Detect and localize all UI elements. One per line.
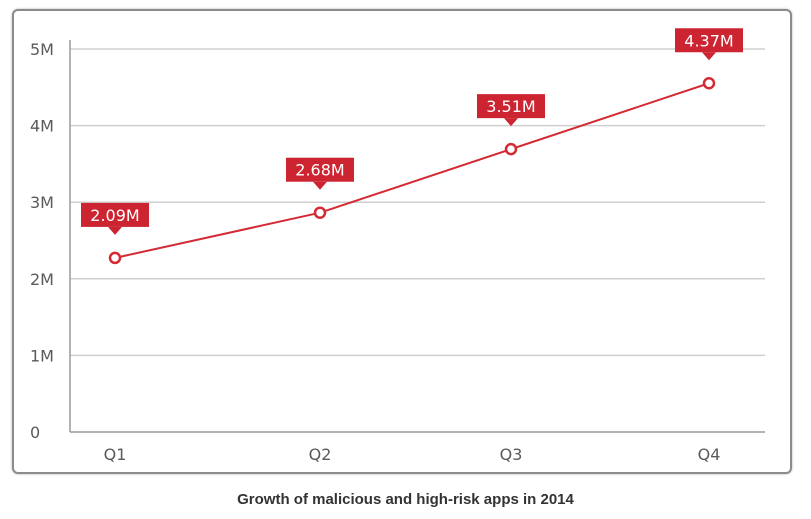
x-tick-label: Q4 <box>698 445 721 464</box>
data-label-box <box>675 28 743 53</box>
x-tick-label: Q2 <box>309 445 332 464</box>
data-label: 2.09M <box>90 206 139 225</box>
data-label-box <box>81 202 149 227</box>
y-tick-label: 5M <box>30 40 54 59</box>
data-label-box <box>477 94 545 119</box>
data-label-pointer <box>313 181 327 190</box>
data-label-box <box>286 157 354 182</box>
chart-caption: Growth of malicious and high-risk apps i… <box>237 491 574 508</box>
y-tick-label: 4M <box>30 117 54 136</box>
data-point <box>313 206 327 219</box>
data-label-pointer <box>108 226 122 235</box>
data-label: 3.51M <box>486 97 535 116</box>
chart-frame <box>12 9 792 474</box>
data-label-pointer <box>702 52 716 61</box>
data-point <box>108 251 122 265</box>
data-label-pointer <box>504 118 518 127</box>
data-label: 4.37M <box>684 31 733 50</box>
y-tick-label: 3M <box>30 193 54 212</box>
data-point <box>504 142 518 156</box>
y-tick-label: 1M <box>30 346 54 365</box>
data-label: 2.68M <box>295 161 344 180</box>
x-tick-label: Q3 <box>500 445 523 464</box>
series-line <box>114 82 710 259</box>
y-tick-label: 0 <box>30 423 40 442</box>
data-point <box>702 77 716 90</box>
y-tick-label: 2M <box>30 270 54 289</box>
x-tick-label: Q1 <box>104 445 127 464</box>
